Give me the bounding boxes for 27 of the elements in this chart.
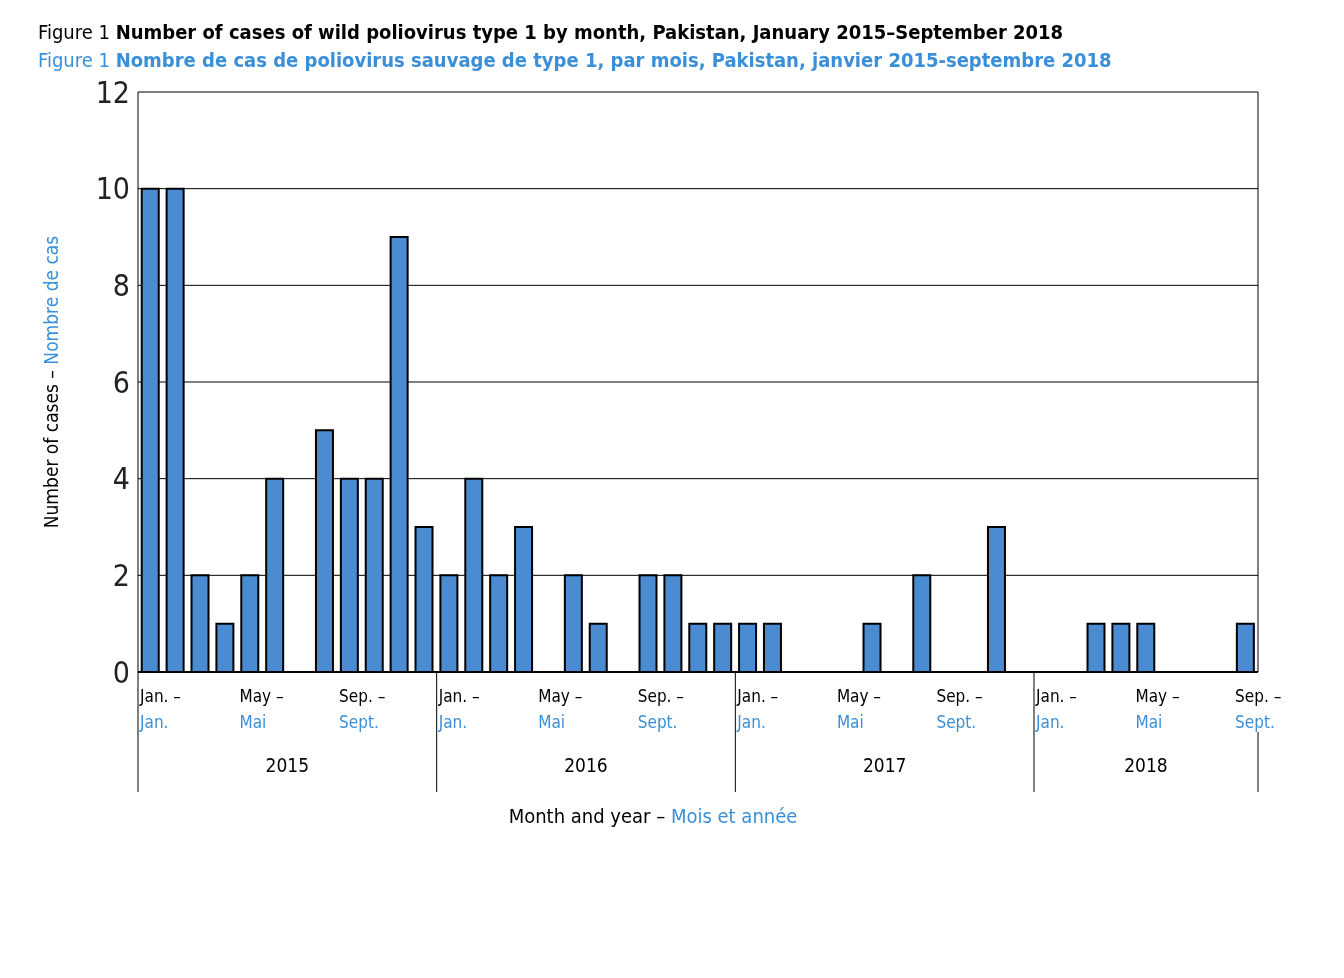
text: 2017 <box>862 754 907 776</box>
x-tick-label: Sep. – Sept. <box>339 686 386 732</box>
x-tick-label: May – Mai <box>1135 686 1180 732</box>
y-tick-label: 2 <box>112 557 130 593</box>
x-tick-label: Sep. – Sept. <box>637 686 684 732</box>
x-tick-label: Jan. – Jan. <box>139 686 181 732</box>
chart-title: Figure 1 Number of cases of wild poliovirus type 1 by month, Pakistan, January 2015–September 2018 <box>38 20 1064 44</box>
x-tick-label: Sep. – Sept. <box>936 686 983 732</box>
y-tick-label: 8 <box>112 267 130 303</box>
text: 2018 <box>1124 754 1168 776</box>
x-tick-label: Jan. – Jan. <box>1035 686 1077 732</box>
chart-subtitle: Figure 1 Nombre de cas de poliovirus sauvage de type 1, par mois, Pakistan, janvier 2015-septembre 2018 <box>38 48 1112 72</box>
x-axis-title: Month and year – Mois et année <box>508 804 798 828</box>
x-tick-label: Sep. – Sept. <box>1235 686 1282 732</box>
y-tick-label: 10 <box>95 171 130 207</box>
text: 2016 <box>564 754 608 776</box>
x-tick-label: May – Mai <box>836 686 882 732</box>
x-tick-label: May – Mai <box>538 686 583 732</box>
y-tick-label: 0 <box>112 654 130 690</box>
x-tick-label: Jan. – Jan. <box>736 686 779 732</box>
y-tick-label: 4 <box>112 461 130 497</box>
x-tick-label: May – Mai <box>239 686 284 732</box>
y-tick-label: 6 <box>112 364 130 400</box>
y-tick-label: 12 <box>95 74 130 110</box>
y-axis-title: Number of cases – Nombre de cas <box>40 235 62 529</box>
text: 2015 <box>265 754 310 776</box>
x-tick-label: Jan. – Jan. <box>437 686 480 732</box>
